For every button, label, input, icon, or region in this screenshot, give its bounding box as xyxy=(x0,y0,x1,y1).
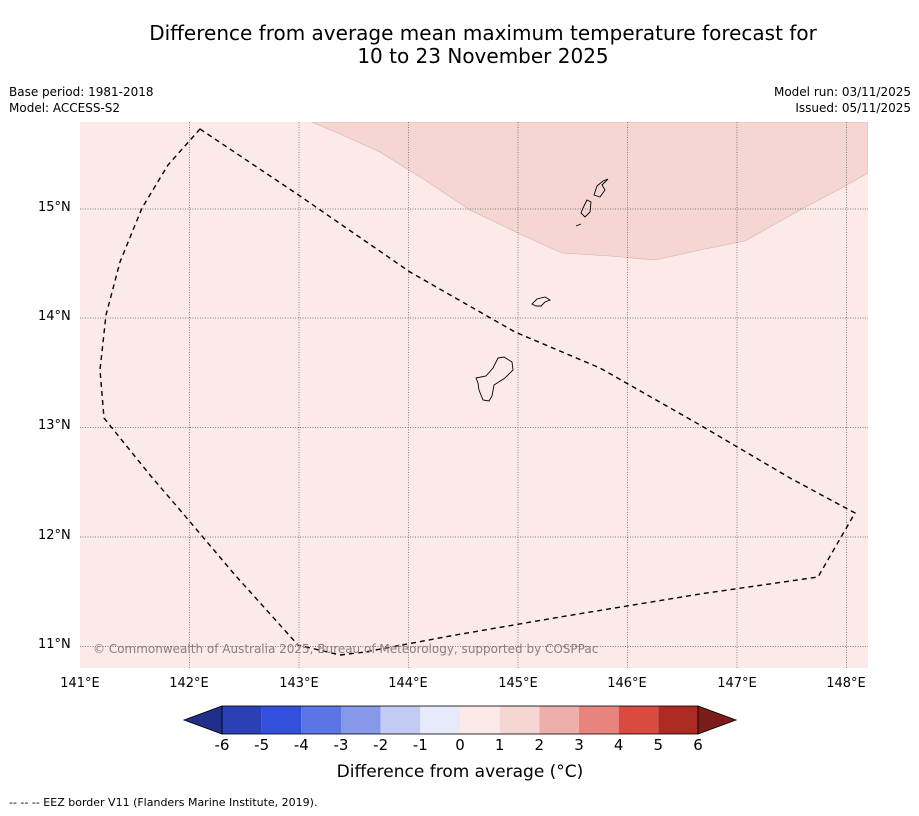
graticule xyxy=(80,122,868,668)
title-line-1: Difference from average mean maximum tem… xyxy=(149,21,817,45)
anomaly-area-1-to-2 xyxy=(311,122,868,261)
base-period: Base period: 1981-2018 xyxy=(9,85,154,99)
colorbar-extend-low xyxy=(182,705,223,735)
colorbar-boxes xyxy=(221,705,699,735)
lat-label: 13°N xyxy=(38,418,71,433)
lat-label: 15°N xyxy=(38,200,71,215)
chart-title: Difference from average mean maximum tem… xyxy=(0,22,919,68)
colorbar-box xyxy=(499,706,540,734)
eez-legend: -- -- -- EEZ border V11 (Flanders Marine… xyxy=(9,796,318,809)
lat-label: 14°N xyxy=(38,309,71,324)
meta-right: Model run: 03/11/2025 Issued: 05/11/2025 xyxy=(774,84,911,116)
colorbar-tick-label: 0 xyxy=(455,736,465,754)
guam-island xyxy=(475,356,514,402)
colorbar-tick-label: 1 xyxy=(494,736,505,754)
lon-label: 143°E xyxy=(279,676,319,691)
colorbar-tick-label: 2 xyxy=(534,736,545,754)
issued-date: Issued: 05/11/2025 xyxy=(795,101,911,115)
colorbar xyxy=(182,705,738,735)
colorbar-box xyxy=(380,706,421,734)
eez-border xyxy=(99,128,856,656)
colorbar-box xyxy=(261,706,302,734)
lat-label: 11°N xyxy=(38,637,71,652)
colorbar-box xyxy=(301,706,341,734)
colorbar-box xyxy=(420,706,460,734)
lon-label: 144°E xyxy=(388,676,428,691)
colorbar-tick-label: -5 xyxy=(254,736,270,754)
colorbar-box xyxy=(658,706,698,734)
colorbar-box xyxy=(579,706,619,734)
lon-label: 147°E xyxy=(717,676,757,691)
rota-island xyxy=(531,296,552,307)
model-run: Model run: 03/11/2025 xyxy=(773,85,911,99)
colorbar-tick-label: 3 xyxy=(574,736,584,754)
colorbar-box xyxy=(539,706,579,734)
aguijan-island xyxy=(575,223,582,227)
colorbar-box xyxy=(341,706,381,734)
title-line-2: 10 to 23 November 2025 xyxy=(357,44,609,68)
colorbar-tick-label: 4 xyxy=(613,736,624,754)
islands xyxy=(475,178,609,402)
lon-label: 148°E xyxy=(826,676,866,691)
lon-label: 145°E xyxy=(498,676,538,691)
colorbar-tick-label: 6 xyxy=(693,736,703,754)
colorbar-tick-label: -2 xyxy=(373,736,389,754)
colorbar-label: Difference from average (°C) xyxy=(336,762,584,782)
colorbar-tick-label: -6 xyxy=(214,736,230,754)
model-name: Model: ACCESS-S2 xyxy=(9,101,121,115)
lat-label: 12°N xyxy=(38,528,71,543)
colorbar-tick-label: -1 xyxy=(412,736,428,754)
saipan-island xyxy=(593,178,609,198)
colorbar-box xyxy=(618,706,659,734)
lon-label: 141°E xyxy=(60,676,100,691)
tinian-island xyxy=(580,199,592,218)
copyright-notice: © Commonwealth of Australia 2025, Bureau… xyxy=(93,642,599,656)
meta-left: Base period: 1981-2018 Model: ACCESS-S2 xyxy=(9,84,154,116)
colorbar-box xyxy=(460,706,500,734)
colorbar-tick-label: -3 xyxy=(333,736,349,754)
colorbar-box xyxy=(222,706,262,734)
lon-label: 142°E xyxy=(169,676,209,691)
colorbar-extend-high xyxy=(697,705,738,735)
colorbar-tick-label: -4 xyxy=(293,736,309,754)
colorbar-tick-label: 5 xyxy=(653,736,664,754)
lon-label: 146°E xyxy=(607,676,647,691)
